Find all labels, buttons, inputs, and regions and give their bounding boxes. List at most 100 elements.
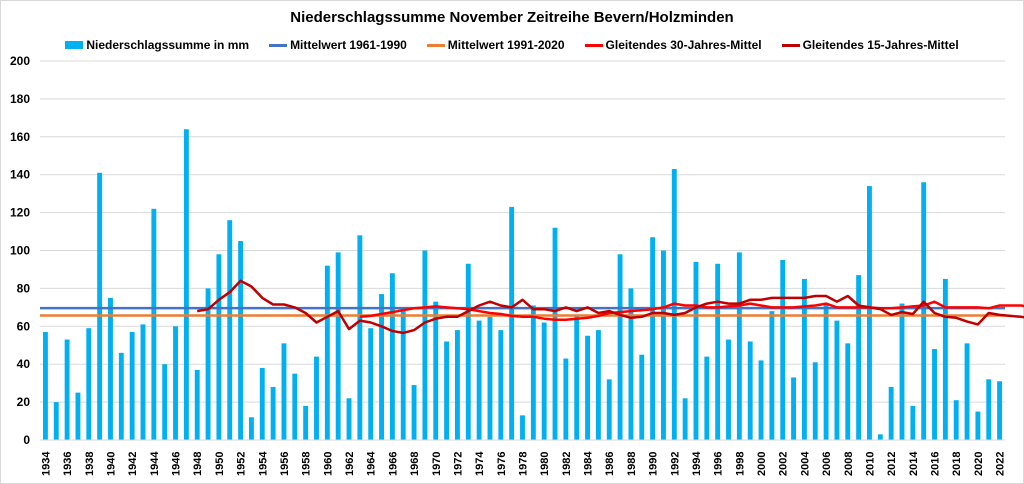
legend-swatch-precipitation: [65, 41, 84, 49]
bar: [140, 324, 146, 440]
bar: [476, 320, 482, 440]
x-tick-label: 1946: [171, 452, 183, 476]
x-tick-label: 2000: [756, 452, 768, 476]
bar: [888, 386, 894, 440]
y-tick-label: 160: [10, 130, 30, 144]
x-tick-label: 1942: [127, 452, 139, 476]
legend-item-moving-30: Gleitendes 30-Jahres-Mittel: [584, 38, 762, 52]
bar: [758, 360, 764, 440]
x-tick-label: 1986: [604, 452, 616, 476]
bar: [422, 250, 428, 440]
bar: [986, 379, 992, 440]
x-tick-label: 1978: [518, 452, 530, 476]
x-tick-label: 1944: [149, 451, 161, 476]
bar: [433, 301, 439, 440]
bar: [379, 294, 384, 440]
x-tick-label: 2016: [930, 452, 942, 476]
y-tick-label: 200: [10, 54, 30, 68]
bar: [975, 411, 981, 440]
bars: [42, 129, 1003, 440]
bar: [704, 356, 710, 440]
x-tick-label: 1962: [344, 452, 356, 476]
moving-average-line: [196, 279, 1024, 335]
x-tick-label: 1974: [474, 451, 486, 476]
bar: [650, 237, 656, 440]
bar: [86, 328, 92, 440]
x-tick-label: 2012: [886, 452, 898, 476]
legend-swatch-mean-1961-1990: [269, 43, 288, 47]
y-tick-label: 180: [10, 92, 30, 106]
x-tick-label: 1958: [301, 452, 313, 476]
x-tick-label: 2018: [951, 452, 963, 476]
bar: [346, 398, 352, 440]
bar: [75, 392, 81, 440]
bar: [400, 309, 406, 440]
chart-legend: Niederschlagssumme in mm Mittelwert 1961…: [0, 38, 1024, 52]
x-tick-label: 1994: [691, 451, 703, 476]
bar: [715, 263, 721, 440]
bar: [411, 385, 417, 440]
bar: [921, 182, 927, 440]
bar: [628, 288, 634, 440]
bar: [357, 235, 363, 440]
bar: [205, 288, 211, 440]
x-tick-label: 1968: [409, 452, 421, 476]
bar: [617, 254, 623, 440]
bar: [129, 331, 135, 440]
bar: [303, 405, 309, 440]
bar: [368, 328, 374, 440]
bar: [910, 405, 916, 440]
x-tick-label: 1952: [236, 452, 248, 476]
x-tick-label: 1966: [387, 452, 399, 476]
bar: [552, 227, 558, 440]
bar: [97, 172, 103, 440]
x-axis-ticks: 1934 1936 1938 1940 1942 1944 1946 1948 1950 1952…: [40, 439, 1007, 476]
x-tick-label: 1964: [366, 451, 378, 476]
x-tick-label: 1990: [648, 452, 660, 476]
y-tick-label: 80: [17, 281, 31, 295]
y-axis-ticks: 0 20 40 60 80 100 120 140 160 180 200: [10, 54, 30, 447]
x-tick-label: 2010: [864, 452, 876, 476]
legend-swatch-moving-15: [781, 43, 800, 47]
y-tick-label: 120: [10, 206, 30, 220]
bar: [899, 303, 905, 440]
x-tick-label: 1948: [192, 452, 204, 476]
x-tick-label: 1984: [583, 451, 595, 476]
legend-swatch-moving-30: [584, 43, 603, 47]
legend-swatch-mean-1991-2020: [426, 43, 445, 47]
x-tick-label: 1982: [561, 452, 573, 476]
bar: [595, 330, 601, 440]
bar: [877, 434, 883, 440]
bar: [953, 400, 959, 440]
bar: [509, 206, 515, 440]
bar: [856, 275, 862, 440]
x-tick-label: 2002: [778, 452, 790, 476]
bar: [726, 339, 731, 440]
bar: [118, 352, 124, 440]
x-tick-label: 1956: [279, 452, 291, 476]
moving-average-lines: [196, 279, 1024, 335]
x-tick-label: 1938: [84, 452, 96, 476]
bar: [216, 254, 222, 440]
bar: [151, 208, 157, 440]
bar: [455, 330, 460, 440]
legend-item-mean-1991-2020: Mittelwert 1991-2020: [426, 38, 565, 52]
bar: [585, 335, 590, 440]
bar: [639, 354, 645, 440]
bar: [780, 259, 786, 440]
bar: [42, 331, 48, 440]
x-tick-label: 1934: [40, 451, 52, 476]
bar: [292, 373, 298, 440]
bar: [238, 241, 244, 440]
bar: [108, 297, 113, 440]
x-tick-label: 1950: [214, 452, 226, 476]
bar: [736, 252, 742, 440]
bar: [530, 305, 536, 440]
bar: [270, 386, 276, 440]
bar: [335, 252, 341, 440]
bar: [389, 273, 395, 440]
legend-item-precipitation: Niederschlagssumme in mm: [65, 38, 249, 52]
bar: [834, 320, 840, 440]
bar: [444, 341, 450, 440]
